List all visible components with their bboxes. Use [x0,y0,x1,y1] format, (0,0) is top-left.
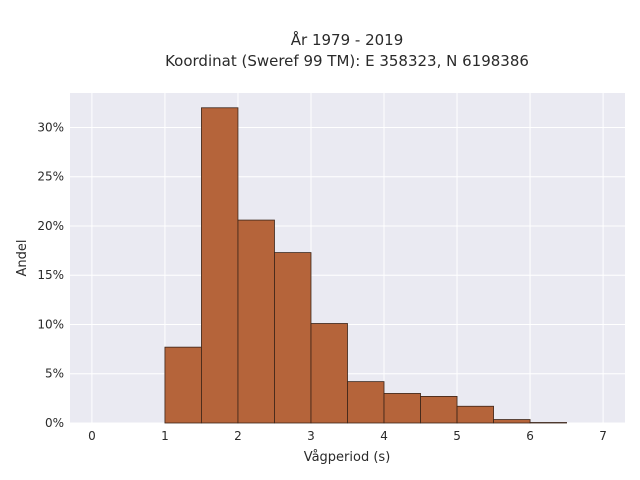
x-tick-label-1: 1 [161,429,169,443]
histogram-bar-0 [164,346,202,424]
y-tick-label-1: 5% [45,367,64,381]
y-axis-ticks: 0% 5% 10% 15% 20% 25% 30% [37,120,64,430]
chart-title-line-1: År 1979 - 2019 [291,30,404,49]
histogram-bar-1 [201,107,239,424]
x-axis-ticks: 0 1 2 3 4 5 6 7 [88,429,607,443]
y-tick-label-0: 0% [45,416,64,430]
x-tick-label-3: 3 [307,429,315,443]
y-tick-label-5: 25% [37,170,64,184]
x-tick-label-5: 5 [453,429,461,443]
y-tick-label-3: 15% [37,268,64,282]
histogram-bar-7 [420,396,458,424]
histogram-bar-4 [310,323,348,424]
x-tick-label-7: 7 [599,429,607,443]
x-tick-label-0: 0 [88,429,96,443]
y-tick-label-6: 30% [37,120,64,134]
chart-title-line-2: Koordinat (Sweref 99 TM): E 358323, N 61… [165,52,529,70]
histogram-bar-3 [274,252,312,424]
x-tick-label-2: 2 [234,429,242,443]
x-tick-label-6: 6 [526,429,534,443]
y-axis-label: Andel [15,240,30,277]
y-tick-label-4: 20% [37,219,64,233]
histogram-bar-5 [347,381,385,424]
histogram-bar-6 [383,393,421,424]
histogram-bar-9 [493,419,531,424]
chart-title: År 1979 - 2019 Koordinat (Sweref 99 TM):… [165,30,529,70]
histogram-bar-2 [237,219,275,424]
y-tick-label-2: 10% [37,317,64,331]
x-tick-label-4: 4 [380,429,388,443]
histogram-bar-8 [456,405,494,424]
x-axis-label: Vågperiod (s) [304,450,391,465]
histogram-bars [164,107,567,424]
